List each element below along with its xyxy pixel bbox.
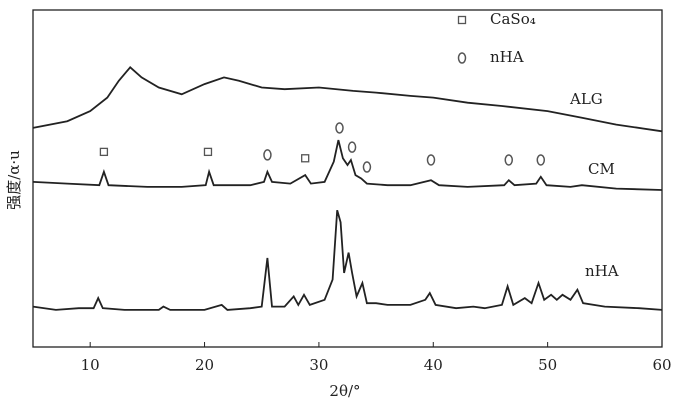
legend-label: nHA (490, 48, 524, 66)
x-tick-label: 50 (538, 356, 557, 374)
series-label: CM (588, 160, 615, 178)
series-label: nHA (585, 262, 619, 280)
square-marker (99, 147, 109, 157)
y-axis-label: 强度/α·u (5, 150, 23, 210)
circle-marker (335, 122, 344, 134)
x-tick-label: 20 (195, 356, 214, 374)
x-axis-label: 2θ/° (329, 382, 360, 400)
xrd-curve (32, 66, 663, 133)
circle-marker (504, 154, 514, 166)
plot-frame (32, 9, 663, 348)
legend-symbol (457, 52, 467, 64)
xrd-curve (32, 139, 663, 191)
circle-marker (536, 154, 546, 166)
x-tick-label: 60 (652, 356, 671, 374)
circle-marker (362, 161, 372, 173)
circle-marker (263, 149, 272, 161)
circle-marker (347, 141, 357, 153)
series-label: ALG (569, 90, 603, 108)
x-tick-label: 10 (81, 356, 100, 374)
x-tick-label: 40 (424, 356, 443, 374)
circle-marker (426, 154, 436, 166)
legend-symbol (457, 15, 467, 25)
x-tick-label: 30 (309, 356, 328, 374)
legend-label: CaSo₄ (490, 10, 536, 28)
square-marker (301, 154, 310, 163)
xrd-curve (32, 209, 663, 311)
square-marker (203, 147, 213, 157)
